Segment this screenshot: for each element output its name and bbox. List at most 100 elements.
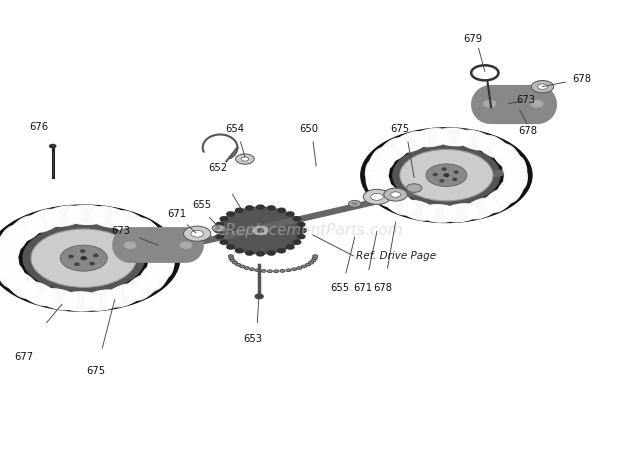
Ellipse shape: [444, 174, 449, 177]
Ellipse shape: [0, 261, 24, 288]
Ellipse shape: [477, 137, 508, 156]
Ellipse shape: [278, 248, 285, 253]
Ellipse shape: [91, 207, 126, 228]
Text: eReplacementParts.com: eReplacementParts.com: [216, 223, 404, 238]
Ellipse shape: [397, 131, 426, 152]
Ellipse shape: [371, 148, 394, 172]
Ellipse shape: [255, 269, 260, 272]
Ellipse shape: [426, 164, 467, 187]
Ellipse shape: [498, 178, 521, 203]
Ellipse shape: [312, 255, 317, 258]
Ellipse shape: [215, 226, 221, 230]
Ellipse shape: [24, 282, 55, 306]
Ellipse shape: [232, 261, 237, 264]
Ellipse shape: [415, 129, 449, 146]
Ellipse shape: [503, 155, 526, 180]
Ellipse shape: [0, 249, 19, 276]
Ellipse shape: [90, 262, 94, 265]
Ellipse shape: [6, 274, 39, 296]
Ellipse shape: [374, 183, 398, 207]
Ellipse shape: [236, 263, 241, 266]
Ellipse shape: [108, 284, 140, 307]
Ellipse shape: [228, 255, 233, 258]
Ellipse shape: [454, 171, 458, 173]
Ellipse shape: [84, 291, 122, 309]
Ellipse shape: [278, 208, 285, 213]
Ellipse shape: [367, 171, 389, 195]
Ellipse shape: [433, 173, 437, 176]
Text: 671: 671: [353, 283, 372, 293]
Ellipse shape: [465, 200, 497, 217]
Ellipse shape: [81, 250, 85, 252]
Ellipse shape: [493, 145, 521, 167]
Ellipse shape: [382, 138, 407, 161]
Ellipse shape: [301, 265, 306, 268]
Ellipse shape: [416, 129, 448, 147]
Ellipse shape: [60, 245, 107, 271]
Text: 673: 673: [112, 225, 130, 236]
Ellipse shape: [291, 268, 296, 271]
Ellipse shape: [352, 202, 358, 206]
Ellipse shape: [90, 208, 127, 226]
Ellipse shape: [148, 252, 173, 279]
Ellipse shape: [26, 211, 61, 231]
Ellipse shape: [386, 193, 414, 215]
Ellipse shape: [75, 263, 79, 266]
Ellipse shape: [299, 228, 306, 233]
Ellipse shape: [257, 252, 264, 256]
Ellipse shape: [445, 204, 477, 222]
Ellipse shape: [402, 202, 435, 219]
Ellipse shape: [139, 266, 169, 290]
Ellipse shape: [249, 268, 254, 271]
Text: 671: 671: [167, 209, 186, 219]
Ellipse shape: [0, 249, 18, 277]
Ellipse shape: [131, 218, 159, 244]
Ellipse shape: [363, 189, 391, 204]
Ellipse shape: [10, 218, 43, 240]
Ellipse shape: [230, 259, 236, 262]
Ellipse shape: [280, 270, 285, 272]
Ellipse shape: [218, 207, 303, 254]
Ellipse shape: [286, 245, 294, 249]
Ellipse shape: [391, 192, 401, 197]
Ellipse shape: [293, 217, 301, 221]
Ellipse shape: [298, 222, 305, 226]
Ellipse shape: [1, 225, 27, 252]
Ellipse shape: [229, 257, 234, 260]
Ellipse shape: [125, 242, 136, 248]
Ellipse shape: [437, 128, 470, 146]
Ellipse shape: [298, 235, 305, 239]
Ellipse shape: [149, 240, 174, 267]
Ellipse shape: [113, 211, 144, 234]
Ellipse shape: [502, 155, 526, 179]
Text: 655: 655: [192, 200, 211, 210]
Ellipse shape: [0, 237, 19, 264]
Text: 675: 675: [87, 366, 105, 376]
Ellipse shape: [184, 226, 211, 241]
Ellipse shape: [371, 194, 383, 200]
Ellipse shape: [50, 144, 56, 148]
Ellipse shape: [442, 168, 446, 170]
Ellipse shape: [396, 133, 428, 151]
Ellipse shape: [180, 242, 192, 248]
Ellipse shape: [483, 191, 513, 211]
Text: 678: 678: [519, 126, 538, 136]
Ellipse shape: [372, 183, 400, 205]
Text: 679: 679: [463, 34, 482, 44]
Ellipse shape: [69, 255, 73, 258]
Ellipse shape: [148, 253, 174, 279]
Ellipse shape: [23, 225, 144, 292]
Ellipse shape: [215, 228, 222, 233]
Ellipse shape: [293, 240, 301, 244]
Ellipse shape: [309, 261, 314, 264]
Ellipse shape: [253, 226, 268, 235]
Ellipse shape: [444, 204, 477, 221]
Ellipse shape: [479, 136, 507, 158]
Ellipse shape: [503, 167, 528, 191]
Ellipse shape: [42, 289, 76, 310]
Ellipse shape: [348, 201, 361, 207]
Ellipse shape: [504, 167, 527, 192]
Ellipse shape: [267, 206, 275, 210]
Ellipse shape: [236, 154, 254, 164]
Text: 678: 678: [572, 74, 591, 84]
